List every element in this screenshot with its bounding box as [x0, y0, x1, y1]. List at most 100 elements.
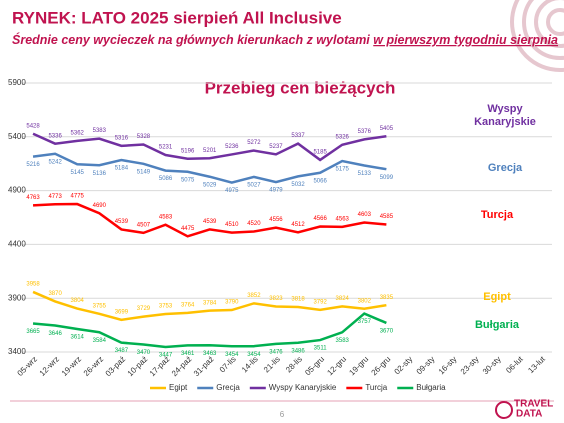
data-label: 5216 — [26, 162, 40, 168]
data-label: 3487 — [115, 348, 129, 354]
data-label: 3824 — [336, 296, 350, 302]
x-tick-label: 21-lis — [262, 355, 282, 375]
data-label: 3792 — [313, 299, 327, 305]
data-label: 3823 — [269, 296, 283, 302]
data-label: 5027 — [247, 183, 261, 189]
data-label: 5236 — [225, 144, 239, 150]
data-label: 5032 — [291, 182, 305, 188]
data-label: 4775 — [71, 194, 85, 200]
series-annotation: Grecja — [487, 162, 523, 174]
data-label: 4975 — [225, 188, 239, 194]
data-label: 5242 — [48, 159, 62, 165]
legend-label: Egipt — [169, 383, 188, 392]
data-label: 3802 — [358, 298, 372, 304]
legend-label: Turcja — [365, 383, 387, 392]
data-label: 5185 — [313, 150, 327, 156]
data-label: 5328 — [137, 134, 151, 140]
data-label: 4979 — [269, 188, 283, 194]
series-line — [32, 132, 387, 162]
data-label: 3454 — [247, 352, 261, 358]
x-tick-label: 12-wrz — [38, 355, 61, 378]
x-tick-label: 16-sty — [437, 355, 459, 377]
x-tick-label: 24-paź — [170, 355, 194, 379]
x-tick-label: 26-wrz — [82, 355, 105, 378]
x-tick-label: 03-paź — [104, 355, 128, 379]
data-label: 5362 — [71, 130, 85, 136]
series-line — [32, 152, 387, 184]
data-label: 3476 — [269, 349, 283, 355]
data-label: 4773 — [48, 194, 62, 200]
data-label: 3753 — [159, 304, 173, 310]
slide-subtitle: Średnie ceny wycieczek na głównych kieru… — [12, 32, 558, 47]
data-label: 3958 — [26, 282, 40, 288]
data-label: 3699 — [115, 309, 129, 315]
data-label: 3757 — [358, 319, 372, 325]
logo-top: TRAVEL — [514, 399, 553, 410]
data-label: 3461 — [181, 351, 195, 357]
data-label: 4583 — [159, 214, 173, 220]
data-label: 3670 — [380, 329, 394, 335]
data-label: 5272 — [247, 140, 261, 146]
data-label: 5428 — [26, 123, 40, 129]
data-label: 3583 — [336, 338, 350, 344]
x-tick-label: 19-gru — [347, 355, 370, 378]
data-label: 5196 — [181, 148, 195, 154]
data-label: 5066 — [313, 178, 327, 184]
series-annotation: Bułgaria — [474, 319, 519, 331]
y-tick-label: 5400 — [8, 132, 26, 141]
logo-icon — [495, 401, 513, 419]
data-label: 4566 — [313, 216, 327, 222]
data-label: 3646 — [48, 331, 62, 337]
data-label: 3584 — [93, 338, 107, 344]
legend-label: Bułgaria — [416, 383, 446, 392]
data-label: 3447 — [159, 353, 173, 359]
data-label: 3870 — [48, 291, 62, 297]
logo-bottom: DATA — [516, 409, 542, 420]
x-tick-label: 06-lut — [504, 354, 525, 375]
chart-title: Przebieg cen bieżących — [205, 78, 396, 97]
data-label: 3790 — [225, 300, 239, 306]
page-number: 6 — [280, 410, 285, 419]
data-label: 5145 — [71, 170, 85, 176]
data-label: 5405 — [380, 126, 394, 132]
data-label: 3511 — [314, 346, 328, 352]
x-tick-label: 26-gru — [370, 355, 393, 378]
x-tick-label: 30-sty — [481, 355, 503, 377]
data-label: 3818 — [291, 297, 305, 303]
x-tick-label: 05-wrz — [16, 355, 39, 378]
data-label: 5237 — [269, 144, 283, 150]
x-tick-label: 31-paź — [192, 355, 216, 379]
data-label: 5337 — [291, 133, 305, 139]
data-label: 4475 — [181, 226, 195, 232]
data-label: 3665 — [26, 329, 40, 335]
data-label: 4512 — [291, 222, 305, 228]
data-label: 5326 — [336, 134, 350, 140]
legend-label: Wyspy Kanaryjskie — [269, 383, 337, 392]
series-line — [32, 290, 387, 322]
x-tick-label: 28-lis — [284, 355, 304, 375]
data-label: 3729 — [137, 306, 151, 312]
data-label: 3835 — [380, 295, 394, 301]
series-annotation: Wyspy Kanaryjskie — [474, 103, 536, 128]
y-tick-label: 4900 — [8, 186, 26, 195]
data-label: 3486 — [291, 348, 305, 354]
data-label: 3454 — [225, 352, 239, 358]
data-label: 3470 — [137, 350, 151, 356]
x-tick-label: 19-wrz — [60, 355, 83, 378]
data-label: 5316 — [115, 135, 129, 141]
data-label: 3784 — [203, 300, 217, 306]
y-tick-label: 4400 — [8, 240, 26, 249]
y-tick-label: 5900 — [8, 78, 26, 87]
data-label: 3804 — [71, 298, 85, 304]
x-tick-label: 13-lut — [526, 354, 547, 375]
x-tick-label: 10-paź — [126, 355, 150, 379]
data-label: 5075 — [181, 177, 195, 183]
data-label: 5383 — [93, 128, 107, 134]
data-label: 5086 — [159, 176, 173, 182]
data-label: 5376 — [358, 129, 372, 135]
x-tick-label: 02-sty — [393, 355, 415, 377]
series-line — [32, 202, 387, 238]
data-label: 5029 — [203, 182, 217, 188]
